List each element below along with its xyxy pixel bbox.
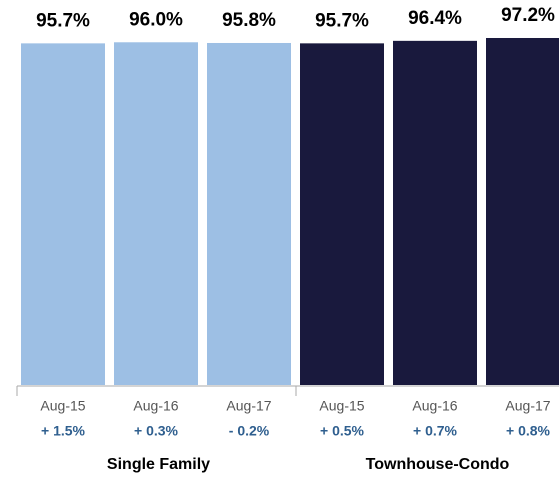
change-label: - 0.2% — [229, 423, 270, 439]
x-tick-label: Aug-17 — [505, 398, 550, 414]
change-label: + 1.5% — [41, 423, 86, 439]
x-tick-label: Aug-15 — [319, 398, 364, 414]
value-label: 96.4% — [408, 8, 462, 29]
bar — [486, 37, 559, 385]
change-label: + 0.8% — [506, 423, 551, 439]
group-label: Single Family — [107, 456, 210, 473]
bar — [207, 42, 291, 386]
x-tick-label: Aug-16 — [133, 398, 178, 414]
x-tick-label: Aug-16 — [412, 398, 457, 414]
value-label: 95.7% — [36, 10, 90, 31]
bar — [114, 42, 198, 385]
value-label: 95.8% — [222, 10, 276, 31]
bar — [21, 43, 105, 385]
value-label: 95.7% — [315, 10, 369, 31]
change-label: + 0.7% — [413, 423, 458, 439]
group-label: Townhouse-Condo — [366, 456, 510, 473]
x-tick-label: Aug-17 — [226, 398, 271, 414]
x-tick-label: Aug-15 — [40, 398, 85, 414]
change-label: + 0.5% — [320, 423, 365, 439]
value-label: 97.2% — [501, 5, 555, 26]
change-label: + 0.3% — [134, 423, 179, 439]
value-label: 96.0% — [129, 9, 183, 30]
bar — [393, 40, 477, 386]
bar — [300, 43, 384, 385]
